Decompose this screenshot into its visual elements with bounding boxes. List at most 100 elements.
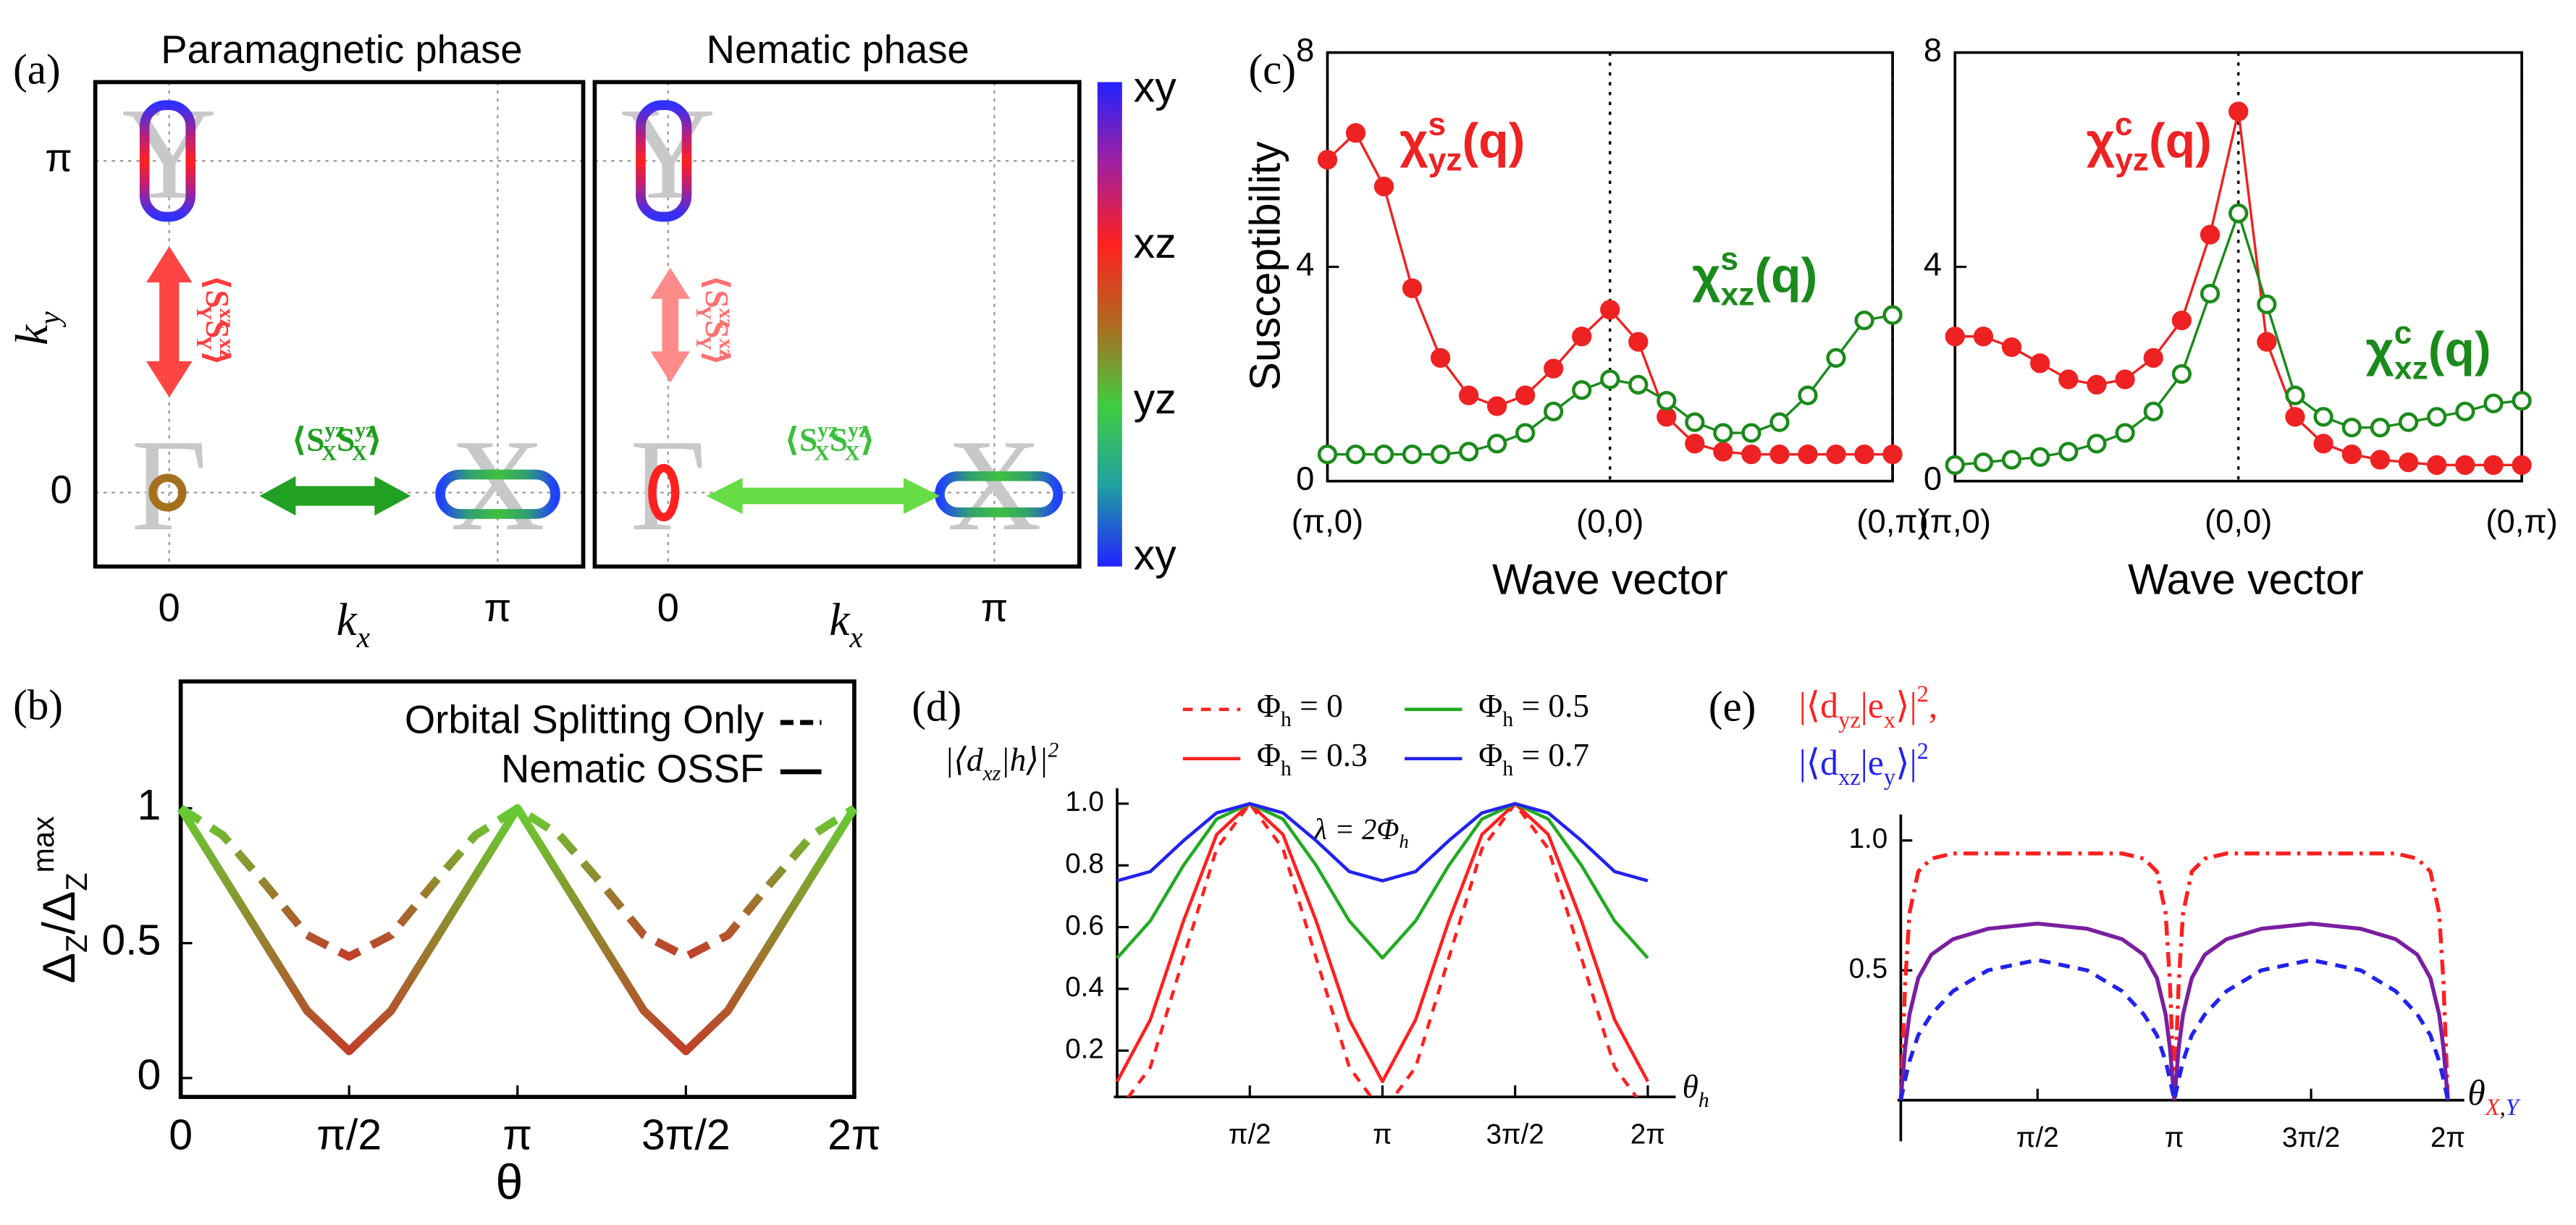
- label-part: max: [27, 816, 60, 872]
- y-tick-label: 0.2: [1065, 1033, 1104, 1064]
- data-point: [1657, 407, 1677, 427]
- x-tick-label: π: [1373, 1119, 1392, 1150]
- label-part: θ: [1683, 1069, 1699, 1105]
- data-point: [2228, 101, 2249, 122]
- label-part: |h⟩|: [1001, 742, 1048, 778]
- data-point: [2058, 442, 2079, 462]
- bz-point-label: Γ: [131, 413, 207, 558]
- bz-point-label: X: [450, 413, 545, 558]
- label-part: Y: [2506, 1095, 2521, 1121]
- data-point: [1945, 455, 1965, 475]
- label-part: θ: [2467, 1074, 2485, 1114]
- x-tick-label: (π,0): [1292, 503, 1363, 540]
- label-part: Y: [691, 305, 715, 320]
- data-point: [1713, 423, 1733, 443]
- series-label: χc yz(q): [2087, 107, 2212, 178]
- label-part: yz: [1838, 707, 1861, 733]
- label-part: = 0: [1292, 688, 1343, 724]
- data-point: [1882, 305, 1903, 325]
- label-part: S: [698, 320, 734, 338]
- series-label: χs xz(q): [1692, 242, 1817, 313]
- data-point: [1345, 122, 1366, 143]
- x-tick-label: 0: [169, 1111, 193, 1158]
- data-point: [1373, 176, 1394, 197]
- label-part: S: [337, 422, 355, 458]
- label-part: x: [1884, 707, 1895, 733]
- x-tick-label: (0,0): [1576, 503, 1643, 540]
- label-part: xz: [215, 308, 238, 329]
- data-point: [2115, 369, 2135, 390]
- legend-label: Nematic OSSF: [501, 746, 764, 791]
- label-part: Δ: [33, 953, 85, 983]
- label-part: h: [1502, 708, 1513, 731]
- data-point: [1769, 444, 1790, 465]
- data-point: [1685, 434, 1705, 454]
- label-part: xz: [715, 339, 738, 359]
- series-line: [177, 804, 858, 1056]
- series-line: [1116, 801, 1649, 1084]
- data-point: [1798, 444, 1818, 465]
- data-point: [1487, 434, 1507, 454]
- colorbar-label: xz: [1134, 220, 1177, 267]
- label-part: x: [849, 620, 864, 654]
- data-point: [1600, 369, 1620, 390]
- data-point: [1769, 412, 1790, 432]
- label-part: 2: [1917, 739, 1929, 765]
- data-point: [1854, 444, 1874, 465]
- data-point: [1713, 442, 1733, 462]
- label-part: (q): [2149, 114, 2212, 169]
- label-part: χ: [2366, 322, 2394, 377]
- data-point: [2001, 450, 2022, 470]
- data-point: [1628, 374, 1649, 395]
- x-tick-label: (0,0): [2205, 503, 2272, 540]
- data-point: [2483, 455, 2504, 475]
- data-point: [1458, 385, 1479, 405]
- label-part: c: [2394, 316, 2412, 351]
- data-point: [2257, 332, 2277, 352]
- data-point: [2313, 407, 2333, 427]
- y-tick-label: 0: [138, 1052, 161, 1099]
- y-tick-label: 0: [1924, 460, 1942, 497]
- data-point: [1544, 401, 1564, 421]
- y-tick-label: 0.4: [1065, 972, 1104, 1003]
- label-part: |e: [1861, 686, 1884, 725]
- series-label: χs yz(q): [1399, 107, 1525, 178]
- x-tick-label: π/2: [1229, 1119, 1271, 1150]
- data-point: [1628, 332, 1649, 352]
- label-part: ,: [1929, 686, 1937, 725]
- x-tick-label: 2π: [828, 1111, 881, 1158]
- y-pocket: [636, 100, 692, 222]
- panel-label: (e): [1709, 683, 1756, 731]
- chart-title: Nematic phase: [707, 28, 969, 72]
- panel-label: (d): [912, 683, 961, 731]
- label-part: = 0.3: [1292, 737, 1368, 773]
- label-part: yz: [848, 418, 868, 442]
- x-axis-label: Wave vector: [2128, 557, 2364, 604]
- bz-point-label: Γ: [630, 413, 706, 558]
- x-tick-label: (π,0): [1919, 503, 1991, 540]
- label-part: yz: [817, 418, 838, 442]
- x-axis-label: Wave vector: [1492, 557, 1728, 604]
- data-point: [2115, 423, 2135, 443]
- data-point: [2001, 337, 2022, 358]
- label-part: h: [1281, 708, 1292, 731]
- label-part: (q): [1462, 114, 1525, 169]
- label-part: h: [1699, 1089, 1709, 1112]
- x-axis-label: kx: [337, 593, 371, 654]
- y-axis-label: ky: [5, 311, 66, 345]
- label-part: Y: [691, 335, 715, 350]
- colorbar: [1097, 82, 1122, 567]
- label-part: |⟨d: [1799, 744, 1838, 783]
- data-point: [2087, 374, 2107, 395]
- x-pocket: [935, 471, 1064, 518]
- data-point: [1741, 423, 1761, 443]
- plot-frame: [93, 80, 586, 569]
- data-point: [1317, 444, 1338, 465]
- x-tick-label: π: [2165, 1122, 2184, 1153]
- annotation: λ = 2Φh: [1313, 813, 1408, 852]
- data-point: [2398, 452, 2419, 473]
- label-part: Φ: [1478, 688, 1502, 724]
- label-part: h: [1399, 830, 1408, 852]
- x-tick-label: π/2: [316, 1111, 382, 1158]
- x-tick-label: 2π: [1630, 1119, 1665, 1150]
